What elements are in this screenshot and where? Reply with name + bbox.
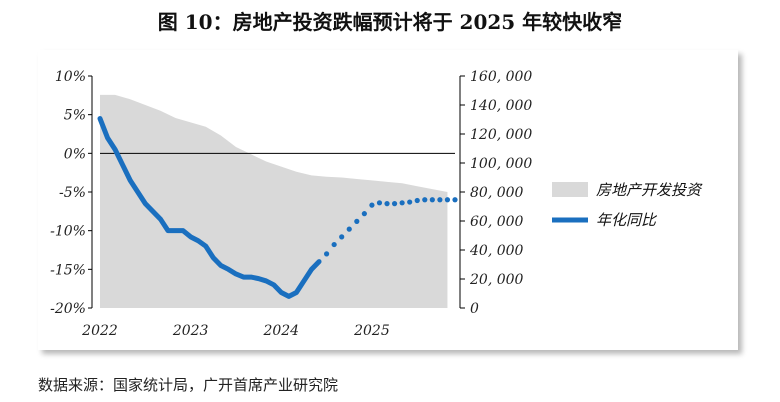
y-left-tick-label: -5% [59,185,86,201]
x-tick-label: 2025 [353,323,390,339]
forecast-point [354,218,360,224]
x-tick-label: 2023 [172,323,209,339]
legend-swatch-investment [552,182,588,197]
y-right-tick-label: 40, 000 [469,243,524,259]
y-right-tick-label: 160, 000 [470,69,532,85]
y-left-tick-label: -15% [50,262,86,278]
y-left-tick-label: -20% [50,301,86,317]
y-right-tick-label: 100, 000 [470,156,532,172]
forecast-point [369,202,375,208]
y-right-tick-label: 0 [470,301,479,317]
forecast-point [339,234,345,240]
legend-label-yoy: 年化同比 [596,211,658,229]
y-left-tick-label: -10% [50,224,86,240]
x-tick-label: 2022 [81,323,118,339]
area-series-investment [100,94,448,308]
y-left-tick-label: 5% [64,108,86,124]
forecast-point [376,200,383,206]
y-right-tick-label: 20, 000 [469,272,524,288]
chart-title: 图 10：房地产投资跌幅预计将于 2025 年较快收窄 [157,10,623,34]
y-right-tick-label: 120, 000 [470,127,532,143]
forecast-point [444,197,451,203]
forecast-point [452,197,458,203]
forecast-point [429,197,435,203]
forecast-point [361,211,367,217]
line-series-yoy [97,116,322,299]
forecast-point [399,200,405,206]
forecast-point [323,251,330,257]
legend-label-investment: 房地产开发投资 [596,181,703,199]
source-note: 数据来源：国家统计局，广开首席产业研究院 [38,376,339,394]
forecast-point [414,197,420,204]
y-left-tick-label: 0% [64,146,86,162]
forecast-point [407,199,413,205]
forecast-point [331,241,337,248]
forecast-point [422,197,428,203]
y-right-tick-label: 60, 000 [470,214,524,230]
y-right-tick-label: 140, 000 [470,98,532,114]
forecast-point [437,197,443,203]
x-tick-label: 2024 [262,323,299,339]
forecast-point [346,226,352,232]
y-left-tick-label: 10% [55,69,86,85]
forecast-point [384,201,390,207]
y-right-tick-label: 80, 000 [470,185,524,201]
forecast-point [391,201,398,207]
